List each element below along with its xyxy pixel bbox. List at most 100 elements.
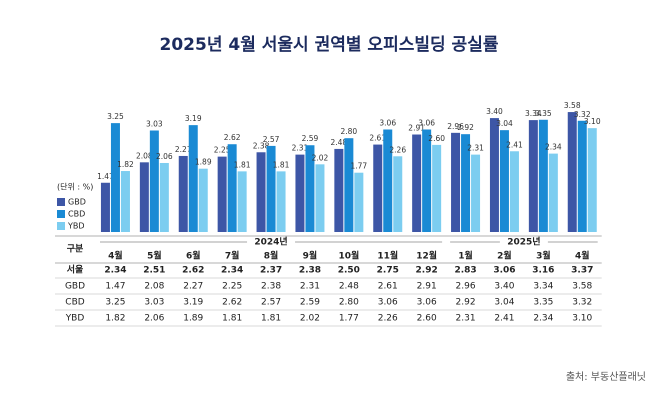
bar <box>198 168 208 232</box>
value-label: 1.47 <box>97 172 114 181</box>
table-cell: 1.77 <box>339 314 359 324</box>
bar <box>489 118 499 232</box>
table-cell: 2.57 <box>261 298 281 308</box>
row-label: 서울 <box>67 264 84 276</box>
legend-swatch <box>57 210 65 218</box>
bar <box>471 154 481 232</box>
value-label: 3.25 <box>107 112 124 121</box>
bar <box>237 171 247 232</box>
table-cell: 3.40 <box>494 282 514 292</box>
bar <box>432 144 442 232</box>
bar <box>567 112 577 232</box>
bar <box>188 125 198 232</box>
table-cell: 2.75 <box>377 266 399 276</box>
value-label: 2.57 <box>263 135 280 144</box>
month-label: 2월 <box>497 250 512 262</box>
value-label: 2.08 <box>136 151 153 160</box>
bar <box>266 145 276 232</box>
table-cell: 3.03 <box>144 298 164 308</box>
legend-swatch <box>57 198 65 206</box>
value-label: 2.60 <box>428 134 445 143</box>
value-label: 3.40 <box>486 107 503 116</box>
value-label: 2.27 <box>175 145 192 154</box>
value-label: 3.58 <box>564 101 581 110</box>
bar <box>315 164 325 232</box>
month-label: 4월 <box>108 250 123 262</box>
bar <box>159 162 169 232</box>
table-cell: 2.62 <box>182 266 204 276</box>
bar <box>412 134 422 232</box>
bar <box>334 148 344 232</box>
table-cell: 2.34 <box>221 266 243 276</box>
table-cell: 3.34 <box>533 282 553 292</box>
table-cell: 2.59 <box>300 298 320 308</box>
table-header: 구분 <box>67 244 84 255</box>
source: 출처: 부동산플래닛 <box>566 371 646 383</box>
bar <box>149 130 159 232</box>
table-cell: 2.25 <box>222 282 242 292</box>
bar <box>305 145 315 232</box>
table-cell: 3.06 <box>417 298 437 308</box>
table-cell: 2.91 <box>417 282 437 292</box>
value-label: 2.92 <box>457 123 474 132</box>
chart-title: 2025년 4월 서울시 권역별 오피스빌딩 공실률 <box>160 35 499 55</box>
table-cell: 3.19 <box>183 298 203 308</box>
bar <box>139 162 149 232</box>
value-label: 1.82 <box>117 160 134 169</box>
table-cell: 3.16 <box>532 266 554 276</box>
table-cell: 3.06 <box>378 298 398 308</box>
row-label: CBD <box>65 298 84 308</box>
bar <box>178 155 188 232</box>
unit-label: (단위 : %) <box>57 182 93 192</box>
value-label: 2.61 <box>369 134 386 143</box>
table-cell: 3.32 <box>572 298 592 308</box>
value-label: 3.34 <box>525 109 542 118</box>
bar <box>217 156 227 232</box>
table-cell: 1.81 <box>222 314 242 324</box>
table-cell: 2.37 <box>260 266 282 276</box>
bar <box>528 120 538 232</box>
row-label: YBD <box>65 314 85 324</box>
month-label: 6월 <box>186 250 201 262</box>
bar <box>577 120 587 232</box>
value-label: 1.77 <box>350 162 367 171</box>
table-cell: 2.60 <box>417 314 437 324</box>
value-label: 3.19 <box>185 114 202 123</box>
bar <box>120 171 130 232</box>
month-label: 4월 <box>575 250 590 262</box>
month-label: 9월 <box>303 250 318 262</box>
legend-swatch <box>57 222 65 230</box>
month-label: 12월 <box>416 250 437 262</box>
bar <box>354 172 364 232</box>
bar <box>393 156 403 232</box>
value-label: 2.48 <box>330 138 347 147</box>
month-label: 3월 <box>536 250 551 262</box>
legend-label: YBD <box>67 222 85 231</box>
bar <box>461 134 471 232</box>
row-label: GBD <box>65 282 85 292</box>
value-label: 1.89 <box>195 158 212 167</box>
value-label: 2.59 <box>302 134 319 143</box>
month-label: 1월 <box>458 250 473 262</box>
table-cell: 1.82 <box>105 314 125 324</box>
bar <box>499 130 509 232</box>
table-cell: 2.48 <box>339 282 359 292</box>
table-cell: 2.31 <box>300 282 320 292</box>
value-label: 3.10 <box>584 117 601 126</box>
table-cell: 1.81 <box>261 314 281 324</box>
value-label: 2.41 <box>506 140 523 149</box>
bar <box>587 128 597 232</box>
table-cell: 3.10 <box>572 314 592 324</box>
table-cell: 3.06 <box>493 266 515 276</box>
month-label: 10월 <box>338 250 359 262</box>
bar <box>509 151 519 232</box>
table-cell: 2.96 <box>456 282 476 292</box>
table-cell: 2.61 <box>378 282 398 292</box>
bar <box>383 129 393 232</box>
bar <box>538 119 548 232</box>
bar <box>100 182 110 232</box>
table-cell: 3.35 <box>533 298 553 308</box>
bar <box>422 129 432 232</box>
bar <box>373 144 383 232</box>
